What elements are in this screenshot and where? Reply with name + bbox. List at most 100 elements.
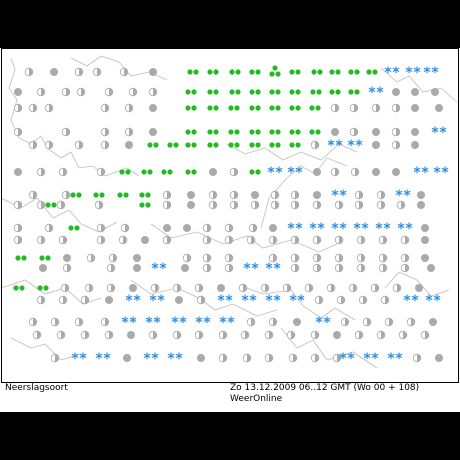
symbol-4-8-rain-drop-b xyxy=(213,142,219,148)
symbol-1-10-rain-drop-b xyxy=(255,89,261,95)
symbol-13-14-cloud-half xyxy=(363,296,367,304)
symbol-4-0-cloud-half xyxy=(33,141,37,149)
symbol-1-9-rain-drop-a xyxy=(229,89,235,95)
symbol-16-0-cloud-half xyxy=(55,354,59,362)
symbol-1-4-cloud-half xyxy=(109,88,113,96)
symbol-5-14-cloud-half xyxy=(335,168,339,176)
symbol-14-3-cloud-half xyxy=(105,318,109,326)
symbol-5-6-rain-drop-a xyxy=(161,169,167,175)
symbol-13-10-snowflake-1: * xyxy=(273,293,281,309)
symbol-0-7-rain-drop-a xyxy=(207,69,213,75)
symbol-8-3-cloud-half xyxy=(101,224,105,232)
symbol-5-19-snowflake-1: * xyxy=(441,165,449,181)
symbol-9-9-cloud-half xyxy=(251,236,255,244)
symbol-16-3-cloud-full xyxy=(123,354,131,362)
symbol-13-6-cloud-full xyxy=(175,296,183,304)
symbol-5-1-cloud-half xyxy=(41,168,45,176)
precipitation-symbols: * * * * * ** ** ** * * ** * * * * * * ** * * ** * * * * * * * * * * ** *… xyxy=(13,65,449,367)
symbol-5-15-cloud-half xyxy=(355,168,359,176)
symbol-14-13-cloud-half xyxy=(345,318,349,326)
symbol-16-13-snowflake-1: * xyxy=(347,351,355,367)
symbol-2-10-rain-drop-a xyxy=(269,105,275,111)
symbol-12-16-cloud-half xyxy=(375,284,379,292)
symbol-4-7-rain-drop-a xyxy=(185,142,191,148)
symbol-8-14-snowflake-1: * xyxy=(361,221,369,237)
symbol-9-1-cloud-half xyxy=(41,236,45,244)
precipitation-type-map: * * * * * ** ** ** * * ** * * * * * * ** * * ** * * * * * * * * * * ** *… xyxy=(1,55,458,369)
symbol-9-2-cloud-half xyxy=(63,236,67,244)
symbol-6-17-snowflake-0: * xyxy=(395,188,403,204)
symbol-0-18-snowflake-1: * xyxy=(431,65,439,81)
symbol-7-4-cloud-half xyxy=(99,201,103,209)
symbol-9-5-cloud-full xyxy=(141,236,149,244)
symbol-14-5-snowflake-0: * xyxy=(145,315,153,331)
symbol-5-19-snowflake-0: * xyxy=(433,165,441,181)
symbol-4-10-rain-drop-b xyxy=(255,142,261,148)
symbol-11-14-cloud-half xyxy=(383,264,387,272)
symbol-8-13-snowflake-1: * xyxy=(339,221,347,237)
symbol-7-5-rain-drop-b xyxy=(145,202,151,208)
symbol-0-18-snowflake-0: * xyxy=(423,65,431,81)
symbol-3-9-rain-drop-b xyxy=(275,129,281,135)
symbol-9-17-cloud-full xyxy=(421,236,429,244)
symbol-13-16-snowflake-1: * xyxy=(411,293,419,309)
symbol-11-4-snowflake-1: * xyxy=(159,261,167,277)
symbol-14-12-snowflake-0: * xyxy=(315,315,323,331)
symbol-2-14-cloud-half xyxy=(354,104,358,112)
symbol-15-9-cloud-half xyxy=(245,331,249,339)
symbol-13-2-cloud-half xyxy=(85,296,89,304)
symbol-13-4-snowflake-1: * xyxy=(133,293,141,309)
symbol-3-0-cloud-half xyxy=(18,128,22,136)
symbol-1-8-rain-drop-a xyxy=(207,89,213,95)
symbol-13-8-snowflake-0: * xyxy=(217,293,225,309)
symbol-6-12-cloud-half xyxy=(295,191,299,199)
symbol-6-14-snowflake-1: * xyxy=(339,188,347,204)
symbol-9-7-cloud-half xyxy=(207,236,211,244)
symbol-14-7-snowflake-1: * xyxy=(203,315,211,331)
symbol-7-1-cloud-half xyxy=(41,201,45,209)
symbol-14-12-snowflake-1: * xyxy=(323,315,331,331)
symbol-9-6-cloud-half xyxy=(167,236,171,244)
symbol-7-11-cloud-half xyxy=(275,201,279,209)
symbol-10-3-cloud-half xyxy=(91,254,95,262)
symbol-10-14-cloud-half xyxy=(383,254,387,262)
symbol-4-4-cloud-full xyxy=(125,141,133,149)
symbol-11-1-cloud-half xyxy=(67,264,71,272)
symbol-8-16-snowflake-0: * xyxy=(397,221,405,237)
symbol-6-1-cloud-half xyxy=(66,191,70,199)
symbol-8-1-cloud-half xyxy=(49,224,53,232)
symbol-11-5-cloud-full xyxy=(181,264,189,272)
symbol-2-1-cloud-half xyxy=(33,104,37,112)
symbol-9-0-cloud-half xyxy=(18,236,22,244)
symbol-16-13-snowflake-0: * xyxy=(339,351,347,367)
symbol-8-8-cloud-half xyxy=(229,224,233,232)
symbol-1-3-cloud-half xyxy=(81,88,85,96)
symbol-6-0-cloud-half xyxy=(33,191,37,199)
symbol-4-11-rain-drop-a xyxy=(269,142,275,148)
symbol-0-12-rain-drop-b xyxy=(317,69,323,75)
symbol-0-0-cloud-half xyxy=(29,68,33,76)
symbol-14-17-cloud-full xyxy=(429,318,437,326)
symbol-1-13-rain-drop-b xyxy=(316,89,322,95)
symbol-9-15-cloud-half xyxy=(383,236,387,244)
symbol-12-14-cloud-half xyxy=(331,284,335,292)
symbol-10-9-cloud-half xyxy=(273,254,277,262)
symbol-5-11-snowflake-1: * xyxy=(275,165,283,181)
symbol-0-15-rain-drop-a xyxy=(366,69,372,75)
symbol-1-12-rain-drop-a xyxy=(289,89,295,95)
symbol-0-10-rain-drop-a xyxy=(272,65,278,71)
symbol-4-9-rain-drop-b xyxy=(234,142,240,148)
symbol-6-17-snowflake-1: * xyxy=(403,188,411,204)
symbol-2-18-cloud-full xyxy=(435,104,443,112)
coastline-2 xyxy=(1,197,118,233)
symbol-10-6-cloud-half xyxy=(187,254,191,262)
symbol-6-6-cloud-half xyxy=(167,191,171,199)
symbol-16-15-snowflake-1: * xyxy=(395,351,403,367)
map-title: Neerslagsoort xyxy=(5,383,68,393)
symbol-7-2-rain-drop-b xyxy=(51,202,57,208)
coastline-10 xyxy=(380,67,458,103)
symbol-0-17-snowflake-1: * xyxy=(413,65,421,81)
symbol-10-1-rain-drop-a xyxy=(39,255,45,261)
symbol-5-4-rain-drop-b xyxy=(125,169,131,175)
symbol-14-4-snowflake-1: * xyxy=(129,315,137,331)
